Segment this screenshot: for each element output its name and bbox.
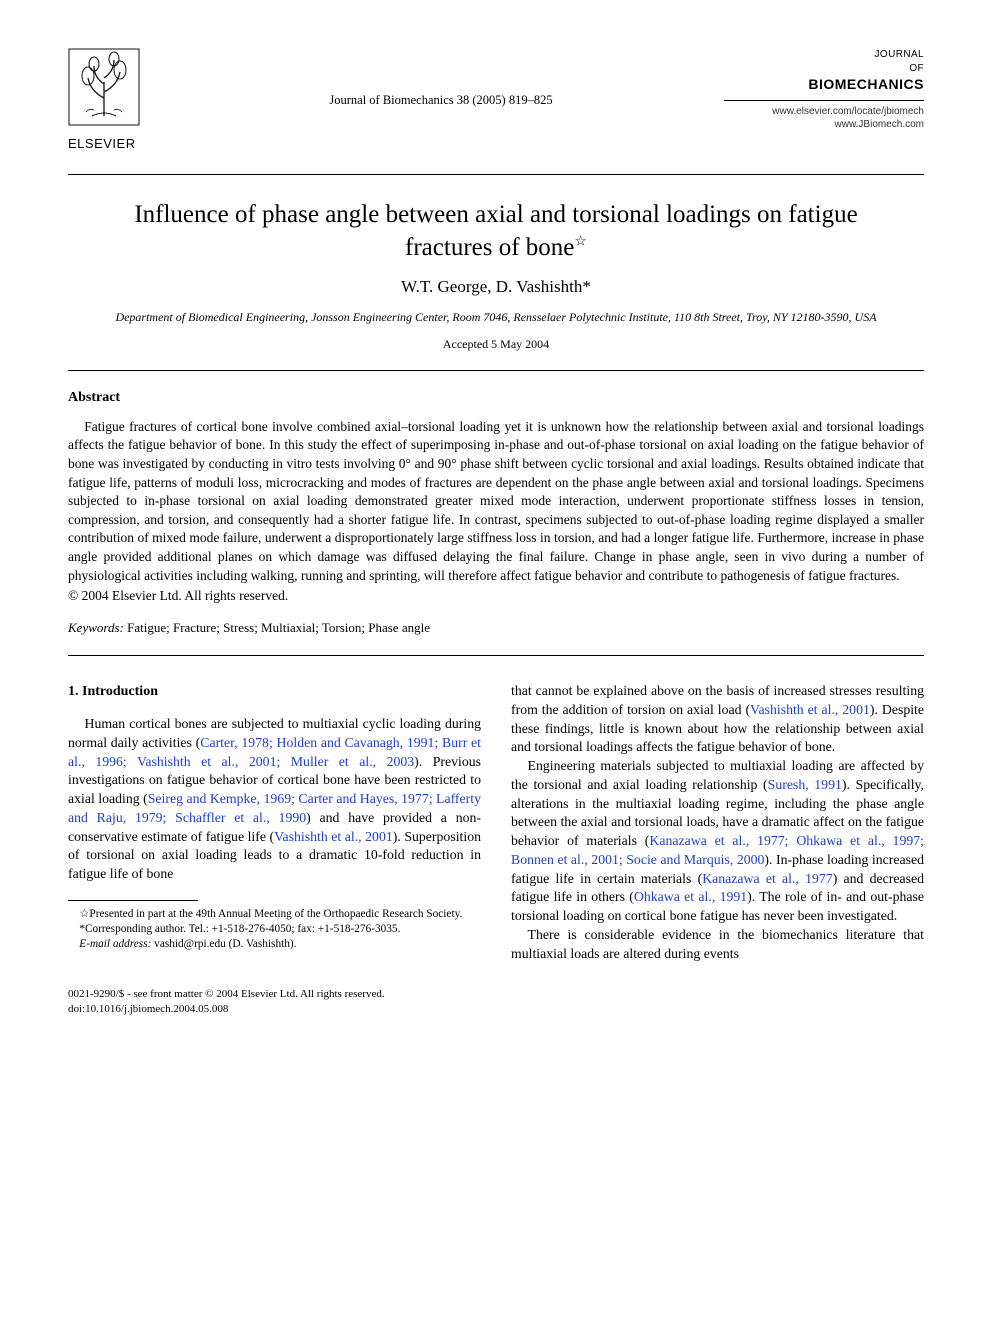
keywords-line: Keywords: Fatigue; Fracture; Stress; Mul…: [68, 619, 924, 637]
elsevier-tree-icon: [68, 48, 140, 126]
journal-link-1[interactable]: www.elsevier.com/locate/jbiomech: [724, 105, 924, 119]
body-columns: 1. Introduction Human cortical bones are…: [68, 682, 924, 963]
title-text: Influence of phase angle between axial a…: [134, 201, 857, 261]
article-title: Influence of phase angle between axial a…: [108, 199, 884, 264]
right-column: that cannot be explained above on the ba…: [511, 682, 924, 963]
footnote-presented: ☆Presented in part at the 49th Annual Me…: [68, 907, 481, 922]
abstract-top-rule: [68, 370, 924, 371]
abstract-copyright: © 2004 Elsevier Ltd. All rights reserved…: [68, 587, 924, 605]
journal-word-2: OF: [724, 62, 924, 76]
footnote-email-text: vashid@rpi.edu (D. Vashishth).: [151, 938, 296, 950]
doi-line: doi:10.1016/j.jbiomech.2004.05.008: [68, 1002, 924, 1016]
citation-link[interactable]: Suresh, 1991: [768, 777, 842, 792]
keywords-text: Fatigue; Fracture; Stress; Multiaxial; T…: [124, 620, 430, 635]
front-matter-line: 0021-9290/$ - see front matter © 2004 El…: [68, 987, 924, 1001]
footnote-email-label: E-mail address:: [79, 938, 151, 950]
authors: W.T. George, D. Vashishth*: [68, 276, 924, 299]
footnote-corresponding: *Corresponding author. Tel.: +1-518-276-…: [68, 922, 481, 937]
citation-link[interactable]: Ohkawa et al., 1991: [634, 889, 747, 904]
journal-link-2[interactable]: www.JBiomech.com: [724, 118, 924, 132]
citation-link[interactable]: Kanazawa et al., 1977: [702, 871, 833, 886]
journal-word-3: BIOMECHANICS: [724, 75, 924, 94]
abstract-body: Fatigue fractures of cortical bone invol…: [68, 418, 924, 586]
title-footnote-mark: ☆: [574, 235, 587, 250]
bottom-meta: 0021-9290/$ - see front matter © 2004 El…: [68, 987, 924, 1016]
keywords-label: Keywords:: [68, 620, 124, 635]
footnotes: ☆Presented in part at the 49th Annual Me…: [68, 907, 481, 953]
footnote-rule: [68, 900, 198, 901]
intro-paragraph-1: Human cortical bones are subjected to mu…: [68, 715, 481, 884]
left-column: 1. Introduction Human cortical bones are…: [68, 682, 481, 963]
abstract-bottom-rule: [68, 655, 924, 656]
header-row: ELSEVIER Journal of Biomechanics 38 (200…: [68, 48, 924, 152]
journal-rule: [724, 100, 924, 101]
abstract-heading: Abstract: [68, 389, 924, 408]
journal-title-block: JOURNAL OF BIOMECHANICS www.elsevier.com…: [724, 48, 924, 132]
journal-word-1: JOURNAL: [724, 48, 924, 62]
publisher-label: ELSEVIER: [68, 135, 158, 153]
top-rule: [68, 174, 924, 175]
accepted-date: Accepted 5 May 2004: [68, 336, 924, 352]
section-1-heading: 1. Introduction: [68, 682, 481, 701]
citation-link[interactable]: Vashishth et al., 2001: [274, 829, 393, 844]
intro-paragraph-1-cont: that cannot be explained above on the ba…: [511, 682, 924, 757]
affiliation: Department of Biomedical Engineering, Jo…: [98, 309, 894, 325]
citation-link[interactable]: Vashishth et al., 2001: [750, 702, 870, 717]
footnote-email: E-mail address: vashid@rpi.edu (D. Vashi…: [68, 937, 481, 952]
running-head: Journal of Biomechanics 38 (2005) 819–82…: [158, 48, 724, 109]
intro-paragraph-2: Engineering materials subjected to multi…: [511, 757, 924, 926]
publisher-logo-block: ELSEVIER: [68, 48, 158, 152]
intro-paragraph-3: There is considerable evidence in the bi…: [511, 926, 924, 964]
